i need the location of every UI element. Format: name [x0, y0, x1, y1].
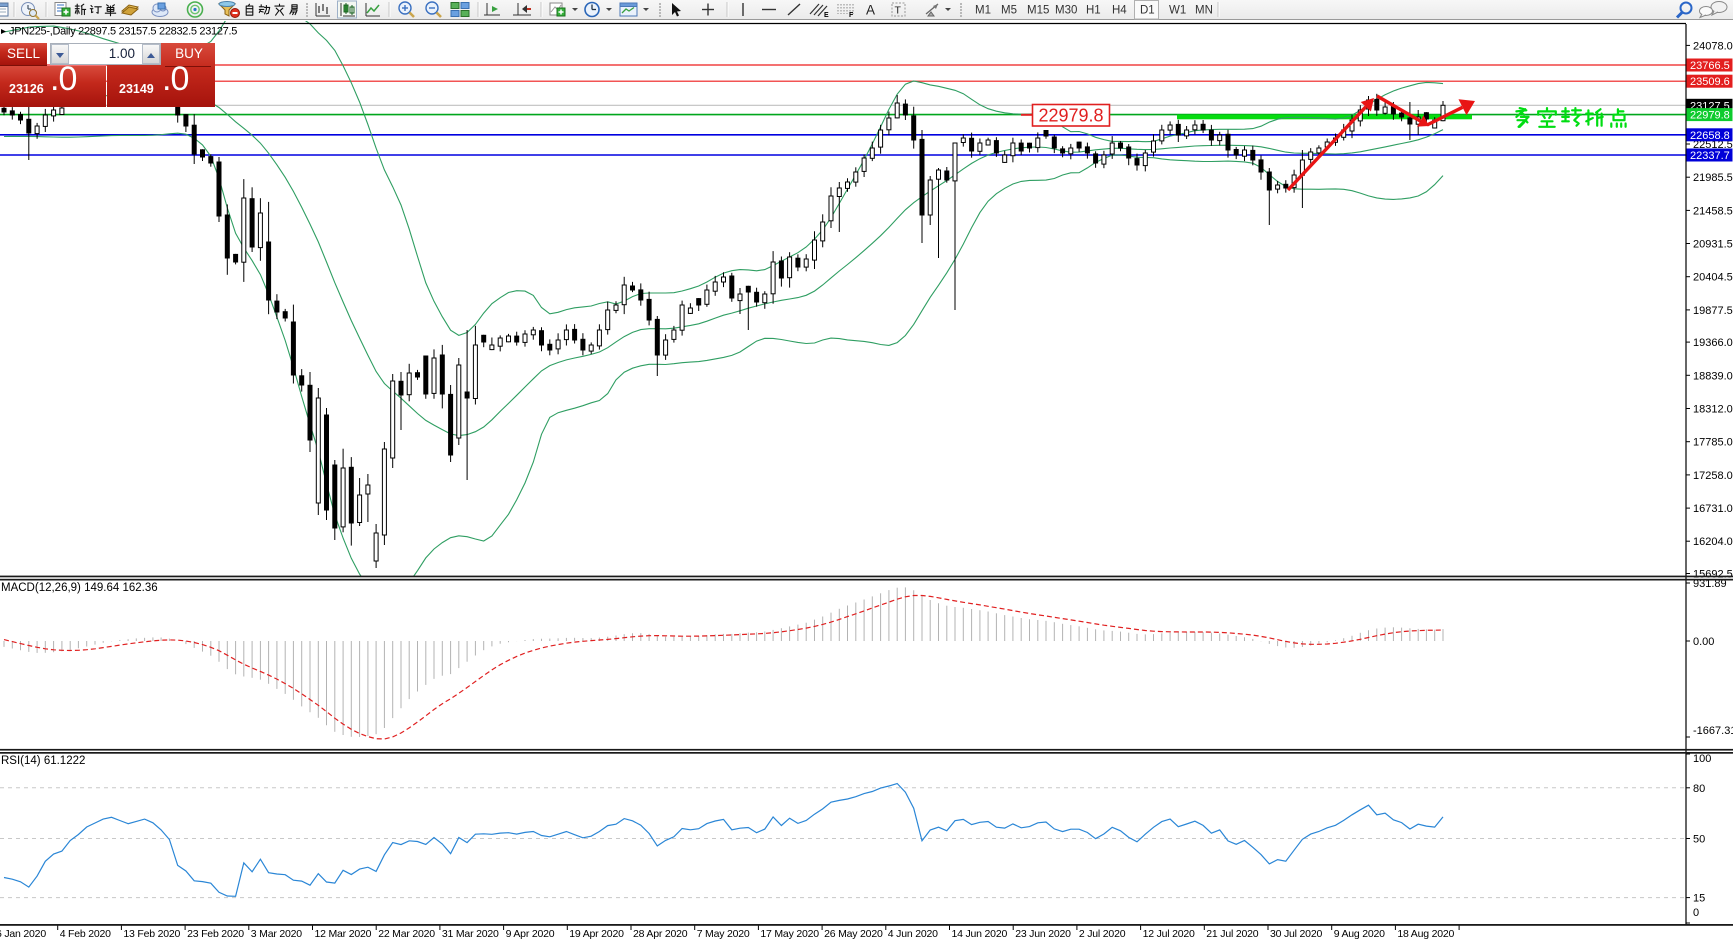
- svg-text:14 Jun 2020: 14 Jun 2020: [952, 928, 1008, 940]
- svg-text:6 Jan 2020: 6 Jan 2020: [0, 928, 46, 940]
- svg-text:20404.5: 20404.5: [1693, 272, 1733, 284]
- svg-text:MN: MN: [1195, 5, 1213, 17]
- svg-text:16731.0: 16731.0: [1693, 503, 1733, 515]
- svg-text:28 Apr 2020: 28 Apr 2020: [633, 928, 688, 940]
- svg-text:7 May 2020: 7 May 2020: [697, 928, 750, 940]
- svg-text:H4: H4: [1112, 5, 1127, 17]
- svg-text:4 Jun 2020: 4 Jun 2020: [888, 928, 938, 940]
- svg-text:30 Jul 2020: 30 Jul 2020: [1270, 928, 1322, 940]
- svg-text:13 Feb 2020: 13 Feb 2020: [123, 928, 180, 940]
- svg-text:12 Mar 2020: 12 Mar 2020: [315, 928, 372, 940]
- svg-text:16204.0: 16204.0: [1693, 536, 1733, 548]
- svg-text:17258.0: 17258.0: [1693, 470, 1733, 482]
- svg-text:T: T: [895, 5, 902, 17]
- svg-text:E: E: [824, 12, 829, 19]
- svg-text:2 Jul 2020: 2 Jul 2020: [1079, 928, 1126, 940]
- svg-text:23509.6: 23509.6: [1690, 76, 1730, 88]
- svg-text:0: 0: [1693, 907, 1699, 919]
- svg-text:21 Jul 2020: 21 Jul 2020: [1206, 928, 1258, 940]
- svg-text:M30: M30: [1055, 5, 1077, 17]
- svg-text:18312.0: 18312.0: [1693, 404, 1733, 416]
- svg-text:19 Apr 2020: 19 Apr 2020: [569, 928, 624, 940]
- svg-text:20931.5: 20931.5: [1693, 239, 1733, 251]
- svg-text:9 Aug 2020: 9 Aug 2020: [1334, 928, 1385, 940]
- svg-text:17785.0: 17785.0: [1693, 437, 1733, 449]
- svg-text:MACD(12,26,9) 149.64 162.36: MACD(12,26,9) 149.64 162.36: [1, 582, 158, 594]
- svg-text:80: 80: [1693, 783, 1705, 795]
- svg-text:22 Mar 2020: 22 Mar 2020: [378, 928, 435, 940]
- svg-text:22512.5: 22512.5: [1693, 139, 1733, 151]
- svg-text:D1: D1: [1140, 5, 1155, 17]
- svg-text:19877.5: 19877.5: [1693, 305, 1733, 317]
- svg-text:17 May 2020: 17 May 2020: [760, 928, 819, 940]
- svg-text:26 May 2020: 26 May 2020: [824, 928, 883, 940]
- svg-text:21458.5: 21458.5: [1693, 205, 1733, 217]
- svg-text:9 Apr 2020: 9 Apr 2020: [506, 928, 555, 940]
- svg-text:31 Mar 2020: 31 Mar 2020: [442, 928, 499, 940]
- svg-text:23 Feb 2020: 23 Feb 2020: [187, 928, 244, 940]
- svg-text:19366.0: 19366.0: [1693, 337, 1733, 349]
- svg-text:931.89: 931.89: [1693, 578, 1727, 590]
- svg-text:JPN225-,Daily 22897.5 23157.5: JPN225-,Daily 22897.5 23157.5 22832.5 23…: [9, 26, 237, 38]
- svg-text:23766.5: 23766.5: [1690, 60, 1730, 72]
- svg-text:0.00: 0.00: [1693, 636, 1714, 648]
- svg-text:F: F: [849, 12, 854, 19]
- svg-text:3 Mar 2020: 3 Mar 2020: [251, 928, 302, 940]
- svg-text:15: 15: [1693, 893, 1705, 905]
- svg-text:RSI(14) 61.1222: RSI(14) 61.1222: [1, 755, 85, 767]
- svg-text:21985.5: 21985.5: [1693, 172, 1733, 184]
- svg-text:W1: W1: [1169, 5, 1186, 17]
- svg-text:-1667.31: -1667.31: [1693, 725, 1733, 737]
- svg-text:15692.5: 15692.5: [1693, 569, 1733, 581]
- svg-text:100: 100: [1693, 753, 1711, 765]
- svg-text:18 Aug 2020: 18 Aug 2020: [1397, 928, 1454, 940]
- svg-text:M15: M15: [1027, 5, 1049, 17]
- svg-text:24078.0: 24078.0: [1693, 40, 1733, 52]
- svg-text:23 Jun 2020: 23 Jun 2020: [1015, 928, 1071, 940]
- svg-text:12 Jul 2020: 12 Jul 2020: [1143, 928, 1195, 940]
- svg-text:18839.0: 18839.0: [1693, 370, 1733, 382]
- svg-text:22337.7: 22337.7: [1690, 150, 1730, 162]
- svg-text:H1: H1: [1086, 5, 1101, 17]
- svg-text:4 Feb 2020: 4 Feb 2020: [60, 928, 111, 940]
- svg-text:22979.8: 22979.8: [1690, 110, 1730, 122]
- svg-text:22658.8: 22658.8: [1690, 130, 1730, 142]
- svg-text:50: 50: [1693, 834, 1705, 846]
- svg-text:M5: M5: [1001, 5, 1017, 17]
- svg-text:M1: M1: [975, 5, 991, 17]
- svg-text:22979.8: 22979.8: [1038, 106, 1103, 126]
- svg-text:A: A: [866, 3, 875, 18]
